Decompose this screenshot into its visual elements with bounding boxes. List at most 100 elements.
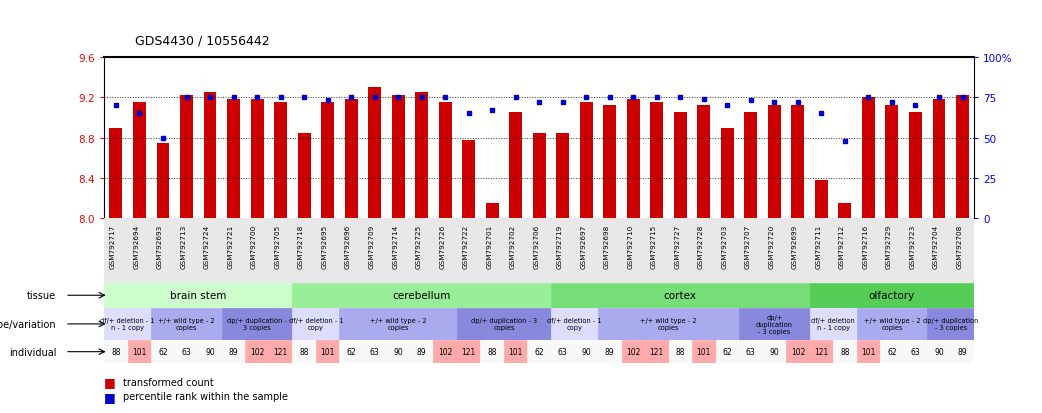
Text: dp/+ duplication - 3
copies: dp/+ duplication - 3 copies	[471, 318, 537, 330]
Bar	[527, 340, 551, 363]
Bar	[439, 103, 451, 218]
Text: GSM792695: GSM792695	[322, 224, 327, 268]
Text: 62: 62	[158, 347, 168, 356]
Text: 89: 89	[958, 347, 967, 356]
Text: GSM792698: GSM792698	[603, 224, 610, 268]
Text: 89: 89	[417, 347, 426, 356]
Text: GSM792725: GSM792725	[416, 224, 422, 268]
Bar	[810, 308, 857, 340]
Text: 63: 63	[181, 347, 192, 356]
Bar	[128, 340, 151, 363]
Bar	[321, 103, 334, 218]
Bar	[222, 308, 293, 340]
Text: 89: 89	[605, 347, 615, 356]
Text: 88: 88	[488, 347, 497, 356]
Text: df/+ deletion
n - 1 copy: df/+ deletion n - 1 copy	[812, 318, 855, 330]
Bar	[744, 113, 758, 218]
Text: 90: 90	[393, 347, 403, 356]
Bar	[198, 340, 222, 363]
Text: tissue: tissue	[27, 290, 56, 301]
Bar	[180, 96, 193, 218]
Bar	[721, 128, 734, 218]
Text: 102: 102	[250, 347, 265, 356]
Text: GSM792713: GSM792713	[180, 224, 187, 268]
Text: 62: 62	[887, 347, 897, 356]
Bar	[598, 340, 621, 363]
Text: 90: 90	[581, 347, 591, 356]
Text: GSM792706: GSM792706	[534, 224, 540, 268]
Bar	[457, 308, 551, 340]
Text: df/+ deletion - 1
copy: df/+ deletion - 1 copy	[547, 318, 602, 330]
Text: 63: 63	[746, 347, 755, 356]
Text: 121: 121	[462, 347, 476, 356]
Bar	[203, 93, 217, 218]
Bar	[880, 340, 903, 363]
Bar	[222, 340, 245, 363]
Bar	[227, 100, 240, 218]
Bar	[104, 340, 128, 363]
Text: GSM792705: GSM792705	[274, 224, 280, 268]
Text: GSM792704: GSM792704	[933, 224, 939, 268]
Bar	[133, 103, 146, 218]
Text: GSM792719: GSM792719	[556, 224, 563, 268]
Bar	[627, 100, 640, 218]
Text: GSM792717: GSM792717	[110, 224, 116, 268]
Bar	[415, 93, 428, 218]
Text: GSM792711: GSM792711	[816, 224, 821, 268]
Text: GSM792729: GSM792729	[886, 224, 892, 268]
Text: 121: 121	[650, 347, 664, 356]
Text: +/+ wild type - 2
copies: +/+ wild type - 2 copies	[640, 318, 697, 330]
Bar	[104, 308, 151, 340]
Text: GSM792699: GSM792699	[792, 224, 798, 268]
Bar	[692, 340, 716, 363]
Bar	[410, 340, 433, 363]
Bar	[857, 340, 880, 363]
Text: 121: 121	[273, 347, 288, 356]
Bar	[768, 106, 780, 218]
Text: individual: individual	[8, 347, 56, 357]
Bar	[556, 133, 569, 218]
Text: 88: 88	[111, 347, 121, 356]
Text: GSM792716: GSM792716	[863, 224, 868, 268]
Bar	[810, 340, 834, 363]
Bar	[862, 98, 875, 218]
Text: GSM792696: GSM792696	[345, 224, 351, 268]
Text: GSM792708: GSM792708	[957, 224, 963, 268]
Bar	[363, 340, 387, 363]
Text: brain stem: brain stem	[170, 290, 226, 301]
Text: 88: 88	[675, 347, 685, 356]
Text: GSM792723: GSM792723	[910, 224, 916, 268]
Text: 102: 102	[626, 347, 641, 356]
Text: GSM792720: GSM792720	[768, 224, 774, 268]
Text: 90: 90	[769, 347, 779, 356]
Bar	[532, 133, 546, 218]
Text: 89: 89	[229, 347, 239, 356]
Text: 63: 63	[370, 347, 379, 356]
Text: GSM792712: GSM792712	[839, 224, 845, 268]
Text: 101: 101	[862, 347, 875, 356]
Bar	[927, 308, 974, 340]
Text: GDS4430 / 10556442: GDS4430 / 10556442	[135, 35, 270, 47]
Bar	[551, 308, 598, 340]
Text: 101: 101	[132, 347, 147, 356]
Bar	[175, 340, 198, 363]
Bar	[886, 106, 898, 218]
Text: df/+ deletion - 1
copy: df/+ deletion - 1 copy	[289, 318, 343, 330]
Bar	[598, 308, 739, 340]
Text: percentile rank within the sample: percentile rank within the sample	[123, 392, 288, 401]
Bar	[834, 340, 857, 363]
Bar	[697, 106, 711, 218]
Bar	[392, 96, 404, 218]
Bar	[245, 340, 269, 363]
Text: ■: ■	[104, 375, 116, 389]
Bar	[457, 340, 480, 363]
Text: genotype/variation: genotype/variation	[0, 319, 56, 329]
Text: GSM792718: GSM792718	[298, 224, 304, 268]
Bar	[716, 340, 739, 363]
Text: ■: ■	[104, 390, 116, 403]
Bar	[104, 283, 293, 308]
Text: GSM792693: GSM792693	[157, 224, 163, 268]
Bar	[109, 128, 122, 218]
Bar	[933, 100, 945, 218]
Bar	[739, 340, 763, 363]
